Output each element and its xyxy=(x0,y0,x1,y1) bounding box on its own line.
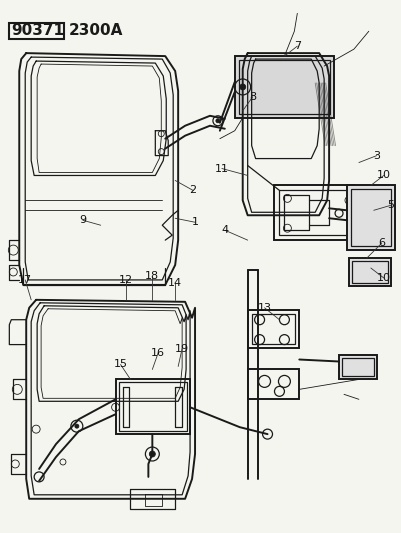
Text: 12: 12 xyxy=(118,275,132,285)
Text: 9: 9 xyxy=(79,215,86,225)
Bar xyxy=(348,258,390,286)
Bar xyxy=(238,60,329,114)
Text: 19: 19 xyxy=(174,344,189,353)
Text: 2: 2 xyxy=(189,185,196,196)
Bar xyxy=(9,23,64,39)
Bar xyxy=(341,358,373,376)
Bar xyxy=(346,185,394,250)
Text: 15: 15 xyxy=(113,359,127,369)
Bar xyxy=(247,310,299,348)
Bar xyxy=(118,382,186,431)
Circle shape xyxy=(239,84,245,90)
Text: 10: 10 xyxy=(376,273,390,283)
Circle shape xyxy=(75,424,79,428)
Circle shape xyxy=(149,451,155,457)
Bar xyxy=(234,56,333,118)
Text: 2300A: 2300A xyxy=(69,23,123,38)
Bar xyxy=(274,185,353,240)
Bar xyxy=(338,354,376,379)
Bar xyxy=(115,379,190,434)
Text: 3: 3 xyxy=(373,151,379,160)
Bar xyxy=(351,261,387,283)
Text: 16: 16 xyxy=(151,348,165,358)
Text: 17: 17 xyxy=(18,275,32,285)
Bar xyxy=(350,189,390,246)
Text: 6: 6 xyxy=(377,238,384,248)
Bar xyxy=(251,314,295,344)
Text: 13: 13 xyxy=(257,303,271,313)
Text: 11: 11 xyxy=(214,164,228,174)
Circle shape xyxy=(215,119,219,123)
Text: 7: 7 xyxy=(293,41,300,51)
Text: 14: 14 xyxy=(168,278,182,288)
Text: 90371: 90371 xyxy=(11,23,64,38)
Text: 1: 1 xyxy=(191,217,198,227)
Bar xyxy=(247,369,299,399)
Text: 8: 8 xyxy=(249,92,255,102)
Text: 18: 18 xyxy=(145,271,159,281)
Text: 5: 5 xyxy=(386,200,393,211)
Text: 10: 10 xyxy=(376,171,390,181)
Bar xyxy=(279,190,348,235)
Text: 4: 4 xyxy=(221,225,228,235)
